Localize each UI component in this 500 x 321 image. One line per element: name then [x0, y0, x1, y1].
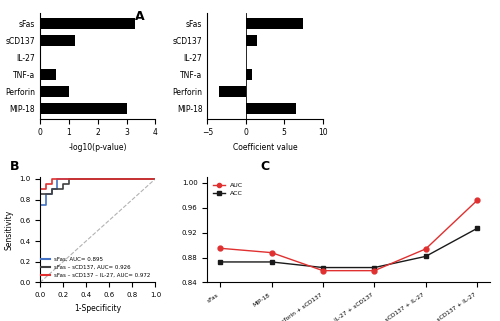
ACC [320, 265, 326, 269]
sFas – sCD137, AUC= 0.926 [60, 182, 66, 186]
sFas – sCD137, AUC= 0.926 [37, 208, 43, 212]
sFas – sCD137, AUC= 0.926 [60, 187, 66, 191]
Bar [246, 103, 296, 114]
Bar [246, 69, 252, 80]
sFas – sCD137, AUC= 0.926 [48, 192, 54, 196]
sFas, AUC= 0.895 [43, 192, 49, 196]
Bar [246, 18, 304, 29]
sFas, AUC= 0.895 [43, 203, 49, 207]
sFas, AUC= 0.895 [54, 177, 60, 181]
Bar [40, 69, 56, 80]
sFas, AUC= 0.895 [152, 177, 158, 181]
sFas, AUC= 0.895 [37, 249, 43, 253]
AUC [320, 269, 326, 273]
sFas – sCD137, AUC= 0.926 [37, 192, 43, 196]
X-axis label: 1-Specificity: 1-Specificity [74, 304, 122, 313]
sFas – sCD137, AUC= 0.926 [152, 177, 158, 181]
Bar [40, 103, 126, 114]
ACC [217, 260, 223, 264]
Line: AUC: AUC [218, 198, 480, 273]
sFas, AUC= 0.895 [54, 187, 60, 191]
Bar [40, 18, 135, 29]
sFas – sCD137, AUC= 0.926 [66, 182, 72, 186]
sFas – sCD137 – IL-27, AUC= 0.972 [48, 182, 54, 186]
sFas – sCD137 – IL-27, AUC= 0.972 [37, 198, 43, 202]
Bar [40, 86, 69, 97]
Text: A: A [135, 10, 145, 22]
Bar [40, 35, 74, 46]
sFas – sCD137, AUC= 0.926 [66, 177, 72, 181]
sFas – sCD137, AUC= 0.926 [37, 281, 43, 284]
Legend: sFas, AUC= 0.895, sFas – sCD137, AUC= 0.926, sFas – sCD137 – IL-27, AUC= 0.972: sFas, AUC= 0.895, sFas – sCD137, AUC= 0.… [39, 255, 152, 280]
ACC [268, 260, 274, 264]
Line: sFas, AUC= 0.895: sFas, AUC= 0.895 [40, 179, 156, 282]
AUC [474, 198, 480, 202]
sFas – sCD137 – IL-27, AUC= 0.972 [37, 281, 43, 284]
Line: sFas – sCD137, AUC= 0.926: sFas – sCD137, AUC= 0.926 [40, 179, 156, 282]
Y-axis label: Sensitivity: Sensitivity [4, 210, 14, 250]
ACC [372, 265, 378, 269]
Line: sFas – sCD137 – IL-27, AUC= 0.972: sFas – sCD137 – IL-27, AUC= 0.972 [40, 179, 156, 282]
Bar [246, 35, 258, 46]
Text: C: C [260, 160, 269, 173]
ACC [474, 226, 480, 230]
X-axis label: Coefficient value: Coefficient value [232, 143, 298, 152]
Legend: AUC, ACC: AUC, ACC [210, 180, 246, 199]
sFas, AUC= 0.895 [37, 203, 43, 207]
Bar [40, 52, 42, 63]
Text: B: B [10, 160, 20, 173]
sFas – sCD137 – IL-27, AUC= 0.972 [152, 177, 158, 181]
AUC [372, 269, 378, 273]
sFas – sCD137 – IL-27, AUC= 0.972 [37, 187, 43, 191]
sFas – sCD137 – IL-27, AUC= 0.972 [48, 177, 54, 181]
AUC [217, 246, 223, 250]
AUC [268, 251, 274, 255]
ACC [423, 255, 429, 258]
Line: ACC: ACC [218, 226, 480, 270]
sFas – sCD137, AUC= 0.926 [48, 187, 54, 191]
sFas, AUC= 0.895 [48, 187, 54, 191]
sFas, AUC= 0.895 [37, 281, 43, 284]
Bar [219, 86, 246, 97]
sFas – sCD137 – IL-27, AUC= 0.972 [43, 187, 49, 191]
sFas, AUC= 0.895 [48, 192, 54, 196]
AUC [423, 247, 429, 251]
sFas – sCD137 – IL-27, AUC= 0.972 [43, 182, 49, 186]
X-axis label: -log10(p-value): -log10(p-value) [68, 143, 127, 152]
